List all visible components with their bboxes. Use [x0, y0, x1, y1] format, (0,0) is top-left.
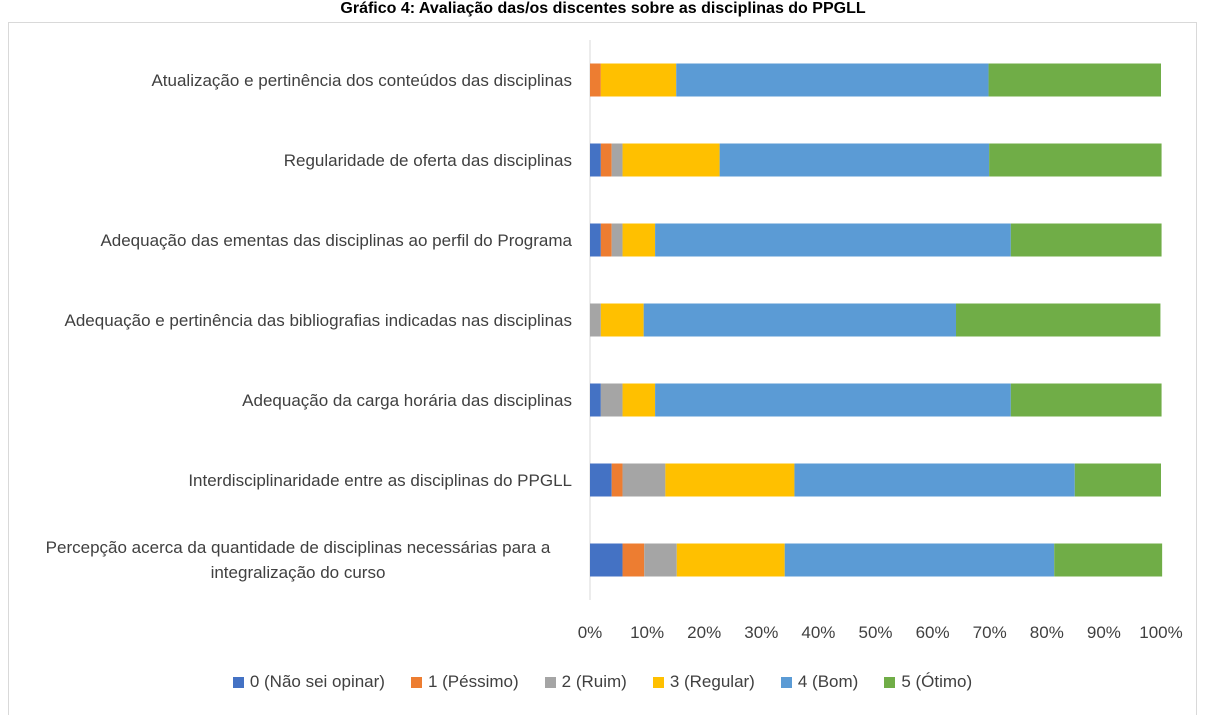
bar-segment [600, 303, 644, 337]
category-label: Interdisciplinaridade entre as disciplin… [188, 470, 572, 490]
category-label-box: Percepção acerca da quantidade de discip… [10, 530, 572, 590]
bar-segment [989, 143, 1162, 177]
x-tick-label: 0% [578, 623, 603, 642]
legend-swatch [232, 676, 244, 688]
bar-segment [590, 543, 623, 577]
bar-segment [655, 223, 1011, 257]
bar-segment [644, 543, 677, 577]
legend-item: 3 (Regular) [652, 672, 755, 692]
category-label-box: Atualização e pertinência dos conteúdos … [10, 50, 572, 110]
x-tick-label: 10% [630, 623, 664, 642]
bar-segment [676, 543, 785, 577]
bar-segment [784, 543, 1055, 577]
bar-segment [643, 303, 957, 337]
legend-label: 2 (Ruim) [561, 672, 627, 691]
bar-segment [611, 143, 623, 177]
category-label-box: Adequação da carga horária das disciplin… [10, 370, 572, 430]
legend-label: 3 (Regular) [669, 672, 755, 691]
bar-segment [988, 63, 1161, 97]
bar-segment [676, 63, 989, 97]
bar-segment [956, 303, 1161, 337]
x-tick-label: 100% [1139, 623, 1182, 642]
bar-segment [590, 223, 601, 257]
category-label: Atualização e pertinência dos conteúdos … [151, 70, 572, 90]
bar-segment [1054, 543, 1163, 577]
legend-label: 4 (Bom) [797, 672, 859, 691]
legend-item: 2 (Ruim) [544, 672, 627, 692]
legend-item: 4 (Bom) [780, 672, 859, 692]
legend: 0 (Não sei opinar) 1 (Péssimo) 2 (Ruim) 3 (… [0, 672, 1205, 692]
category-label-box: Regularidade de oferta das disciplinas [10, 130, 572, 190]
category-label: Percepção acerca da quantidade de discip… [45, 538, 551, 582]
x-tick-label: 90% [1087, 623, 1121, 642]
bar-segment [655, 383, 1011, 417]
bar-segment [1010, 223, 1162, 257]
legend-swatch [884, 676, 896, 688]
x-tick-label: 40% [801, 623, 835, 642]
bar-segment [1010, 383, 1162, 417]
chart-frame [8, 22, 1197, 715]
x-tick-label: 30% [744, 623, 778, 642]
bar-segment [622, 463, 666, 497]
x-tick-label: 60% [916, 623, 950, 642]
x-tick-label: 80% [1030, 623, 1064, 642]
legend-item: 1 (Péssimo) [410, 672, 519, 692]
legend-item: 0 (Não sei opinar) [232, 672, 385, 692]
bar-segment [719, 143, 990, 177]
x-tick-label: 50% [858, 623, 892, 642]
bar-segment [600, 143, 612, 177]
category-label: Adequação das ementas das disciplinas ao… [100, 230, 572, 250]
category-label-box: Interdisciplinaridade entre as disciplin… [10, 450, 572, 510]
category-label: Regularidade de oferta das disciplinas [283, 150, 572, 170]
bar-segment [600, 223, 612, 257]
bar-segment [590, 463, 612, 497]
bar-segment [611, 463, 623, 497]
category-label-box: Adequação das ementas das disciplinas ao… [10, 210, 572, 270]
bar-segment [622, 543, 645, 577]
x-tick-label: 20% [687, 623, 721, 642]
legend-item: 5 (Ótimo) [884, 672, 972, 692]
bar-segment [600, 383, 623, 417]
bar-segment [1074, 463, 1161, 497]
category-label: Adequação da carga horária das disciplin… [242, 390, 572, 410]
bar-segment [665, 463, 795, 497]
chart-title: Gráfico 4: Avaliação das/os discentes so… [340, 0, 865, 17]
category-label: Adequação e pertinência das bibliografia… [64, 310, 573, 330]
legend-label: 1 (Péssimo) [427, 672, 519, 691]
bar-segment [590, 383, 601, 417]
bar-segment [622, 223, 656, 257]
bar-segment [590, 63, 601, 97]
legend-swatch [652, 676, 664, 688]
bar-segment [794, 463, 1075, 497]
legend-label: 5 (Ótimo) [901, 672, 973, 691]
legend-swatch [410, 676, 422, 688]
bar-segment [590, 303, 601, 337]
legend-label: 0 (Não sei opinar) [249, 672, 385, 691]
legend-swatch [544, 676, 556, 688]
legend-swatch [780, 676, 792, 688]
bar-segment [611, 223, 623, 257]
bar-segment [622, 143, 720, 177]
bar-segment [600, 63, 677, 97]
bar-segment [590, 143, 601, 177]
category-label-box: Adequação e pertinência das bibliografia… [10, 290, 573, 350]
x-tick-label: 70% [973, 623, 1007, 642]
bar-segment [622, 383, 656, 417]
